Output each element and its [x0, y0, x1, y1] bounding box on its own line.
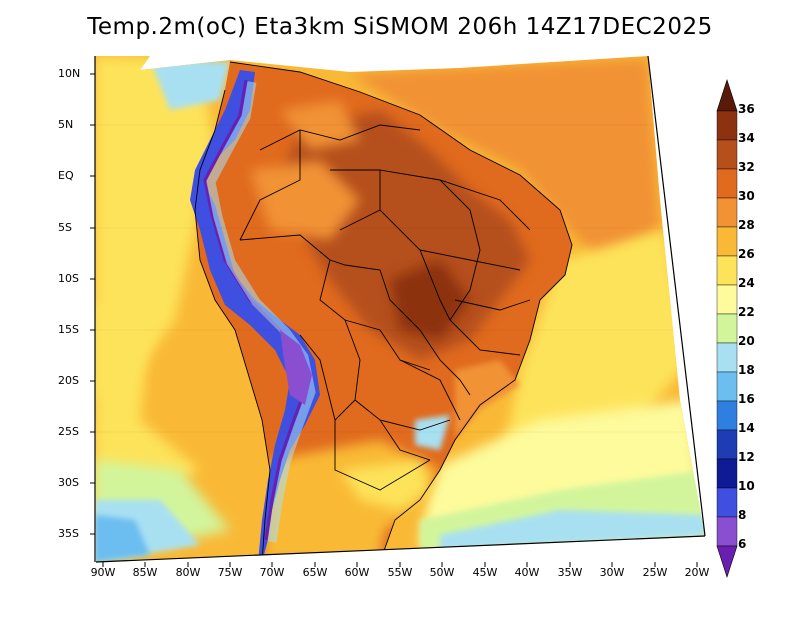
lon-label: 75W — [217, 566, 243, 579]
lat-label: 10N — [58, 67, 81, 80]
lat-label: 20S — [58, 374, 79, 387]
lat-label: 25S — [58, 425, 79, 438]
temperature-field — [95, 56, 705, 562]
lon-label: 70W — [259, 566, 285, 579]
lon-label: 40W — [514, 566, 540, 579]
colorbar-label: 24 — [738, 276, 755, 290]
lon-label: 60W — [344, 566, 370, 579]
lon-label: 25W — [642, 566, 668, 579]
lon-label: 35W — [557, 566, 583, 579]
lon-label: 30W — [599, 566, 625, 579]
lat-label: 5S — [58, 221, 72, 234]
lat-label: 5N — [58, 118, 74, 131]
colorbar-label: 30 — [738, 189, 755, 203]
lon-label: 65W — [302, 566, 328, 579]
lat-label: 10S — [58, 272, 79, 285]
colorbar-label: 32 — [738, 160, 755, 174]
lat-label: 35S — [58, 527, 79, 540]
colorbar-label: 20 — [738, 334, 755, 348]
colorbar-label: 28 — [738, 218, 755, 232]
colorbar-label: 10 — [738, 479, 755, 493]
colorbar-label: 12 — [738, 450, 755, 464]
colorbar-label: 34 — [738, 131, 755, 145]
lat-label: 15S — [58, 323, 79, 336]
colorbar-label: 18 — [738, 363, 755, 377]
colorbar-bottom-arrow — [716, 545, 738, 578]
map-title: Temp.2m(oC) Eta3km SiSMOM 206h 14Z17DEC2… — [87, 14, 713, 40]
lat-label: 30S — [58, 476, 79, 489]
colorbar-label: 16 — [738, 392, 755, 406]
colorbar-label: 14 — [738, 421, 755, 435]
colorbar-label: 36 — [738, 102, 755, 116]
colorbar-label: 22 — [738, 305, 755, 319]
colorbar-label: 8 — [738, 508, 747, 522]
lon-label: 50W — [429, 566, 455, 579]
lon-label: 90W — [90, 566, 116, 579]
lat-label: EQ — [58, 169, 74, 182]
lon-label: 80W — [175, 566, 201, 579]
lon-label: 85W — [132, 566, 158, 579]
colorbar-label: 26 — [738, 247, 755, 261]
colorbar-top-arrow — [716, 79, 738, 112]
lon-label: 45W — [472, 566, 498, 579]
lon-label: 20W — [684, 566, 710, 579]
colorbar-label: 6 — [738, 537, 747, 551]
lon-label: 55W — [387, 566, 413, 579]
colorbar — [716, 79, 738, 578]
